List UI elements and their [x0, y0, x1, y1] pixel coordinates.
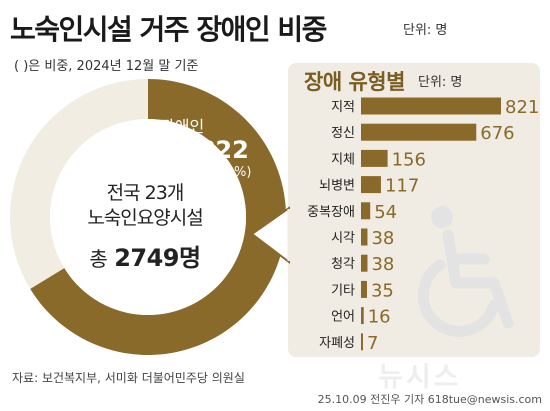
bar-value-label: 676 — [480, 123, 514, 144]
center-total: 총 2749명 — [60, 238, 230, 273]
unit-label: 단위: 명 — [403, 23, 448, 38]
bar-언어 — [361, 307, 364, 325]
donut-hole — [50, 119, 246, 315]
bar-value-label: 54 — [374, 202, 397, 223]
total-prefix: 총 — [89, 247, 108, 271]
credit-line: 25.10.09 전진우 기자 618tue@newsis.com — [317, 393, 542, 406]
bar-category-label: 언어 — [331, 310, 355, 325]
slice-percent: (66.3%) — [200, 165, 252, 180]
bar-value-label: 38 — [371, 228, 394, 249]
slice-label: 장애인 — [160, 117, 205, 136]
bar-정신 — [361, 123, 477, 141]
bar-category-label: 시각 — [331, 231, 355, 246]
bar-뇌병변 — [361, 176, 381, 194]
bar-value-label: 35 — [371, 280, 394, 301]
bar-category-label: 정신 — [331, 126, 355, 141]
wheelchair-icon — [417, 206, 514, 337]
panel-title: 장애 유형별 — [304, 70, 405, 94]
bar-category-label: 지적 — [331, 100, 355, 115]
page-title: 노숙인시설 거주 장애인 비중 — [10, 13, 327, 46]
watermark-text: 뉴시스 — [378, 362, 462, 393]
bar-기타 — [361, 280, 367, 298]
bar-category-label: 청각 — [331, 257, 355, 272]
bar-value-label: 117 — [385, 176, 419, 197]
bar-지적 — [361, 97, 501, 115]
donut-slice-disabled — [30, 79, 286, 355]
bar-category-label: 자폐성 — [319, 336, 355, 351]
subtitle: ( )은 비중, 2024년 12월 말 기준 — [14, 59, 199, 74]
bar-청각 — [361, 254, 368, 272]
bar-category-label: 중복장애 — [307, 205, 355, 220]
bar-value-label: 16 — [368, 307, 391, 328]
donut-slice-other — [10, 79, 149, 289]
center-text-line2: 노숙인요양시설 — [87, 207, 203, 229]
bar-value-label: 156 — [392, 149, 426, 170]
bar-category-label: 뇌병변 — [319, 179, 355, 194]
bar-value-label: 7 — [367, 333, 378, 354]
bar-category-label: 기타 — [331, 283, 355, 298]
source-note: 자료: 보건복지부, 서미화 더불어민주당 의원실 — [12, 371, 245, 385]
bar-중복장애 — [361, 202, 371, 220]
bar-자폐성 — [361, 333, 363, 351]
bar-category-label: 지체 — [331, 152, 355, 167]
bar-value-label: 821 — [505, 97, 539, 118]
slice-value: 1822 — [182, 136, 249, 164]
panel-unit: 단위: 명 — [418, 75, 463, 90]
bar-지체 — [361, 149, 388, 167]
center-text-line1: 전국 23개 — [106, 182, 185, 204]
bar-시각 — [361, 228, 368, 246]
bar-value-label: 38 — [371, 254, 394, 275]
total-value: 2749명 — [114, 244, 201, 272]
